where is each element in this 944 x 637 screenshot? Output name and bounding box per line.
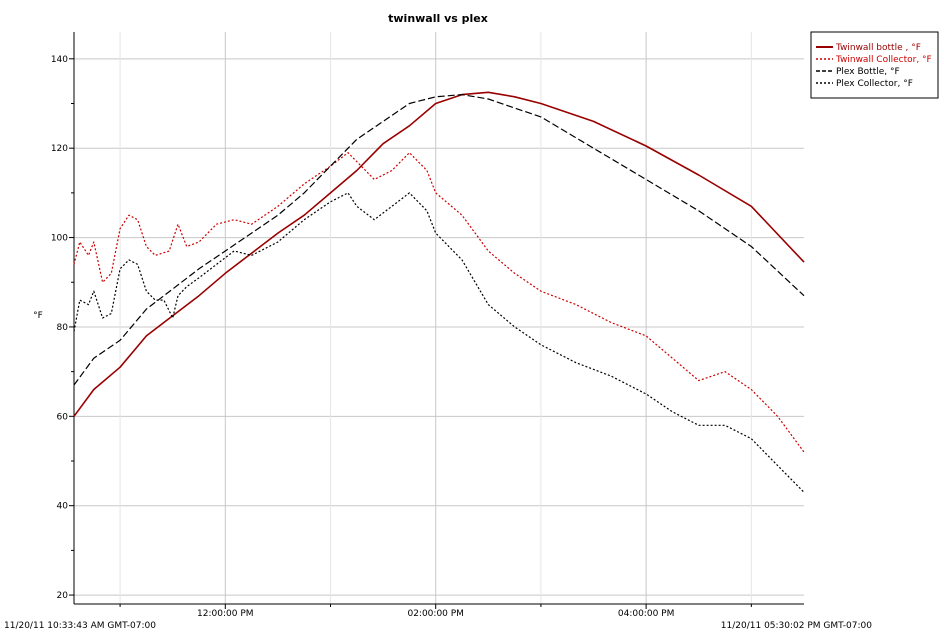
y-tick-label: 100 [51,234,68,244]
series-line-1 [73,91,805,417]
y-tick-label: 20 [57,591,69,601]
x-tick-label: 12:00:00 PM [197,609,253,619]
legend-entry: Plex Collector, °F [836,79,913,89]
y-tick-label: 120 [51,144,68,154]
y-tick-label: 80 [57,323,69,333]
x-ticks: 12:00:00 PM 02:00:00 PM 04:00:00 PM [119,604,752,619]
x-end-label: 11/20/11 05:30:02 PM GMT-07:00 [721,621,872,631]
legend-entry: Plex Bottle, °F [836,67,900,77]
y-tick-label: 40 [57,502,69,512]
legend-box [810,31,939,99]
series-lines [73,91,805,493]
legend-entry: Twinwall Collector, °F [835,55,932,65]
x-start-label: 11/20/11 10:33:43 AM GMT-07:00 [4,621,156,631]
y-tick-label: 140 [51,55,68,65]
y-axis-label: °F [33,311,43,321]
chart-title: twinwall vs plex [388,12,488,25]
series-line-4 [73,192,805,493]
x-tick-label: 02:00:00 PM [407,609,463,619]
series-line-2 [73,152,805,453]
series-line-3 [73,94,805,386]
legend-entry: Twinwall bottle , °F [835,43,921,53]
x-tick-label: 04:00:00 PM [618,609,674,619]
y-tick-label: 60 [57,412,69,422]
legend: Twinwall bottle , °F Twinwall Collector, … [810,31,939,99]
grid-lines [74,32,804,604]
y-ticks: 20 40 60 80 100 120 140 [51,55,74,601]
